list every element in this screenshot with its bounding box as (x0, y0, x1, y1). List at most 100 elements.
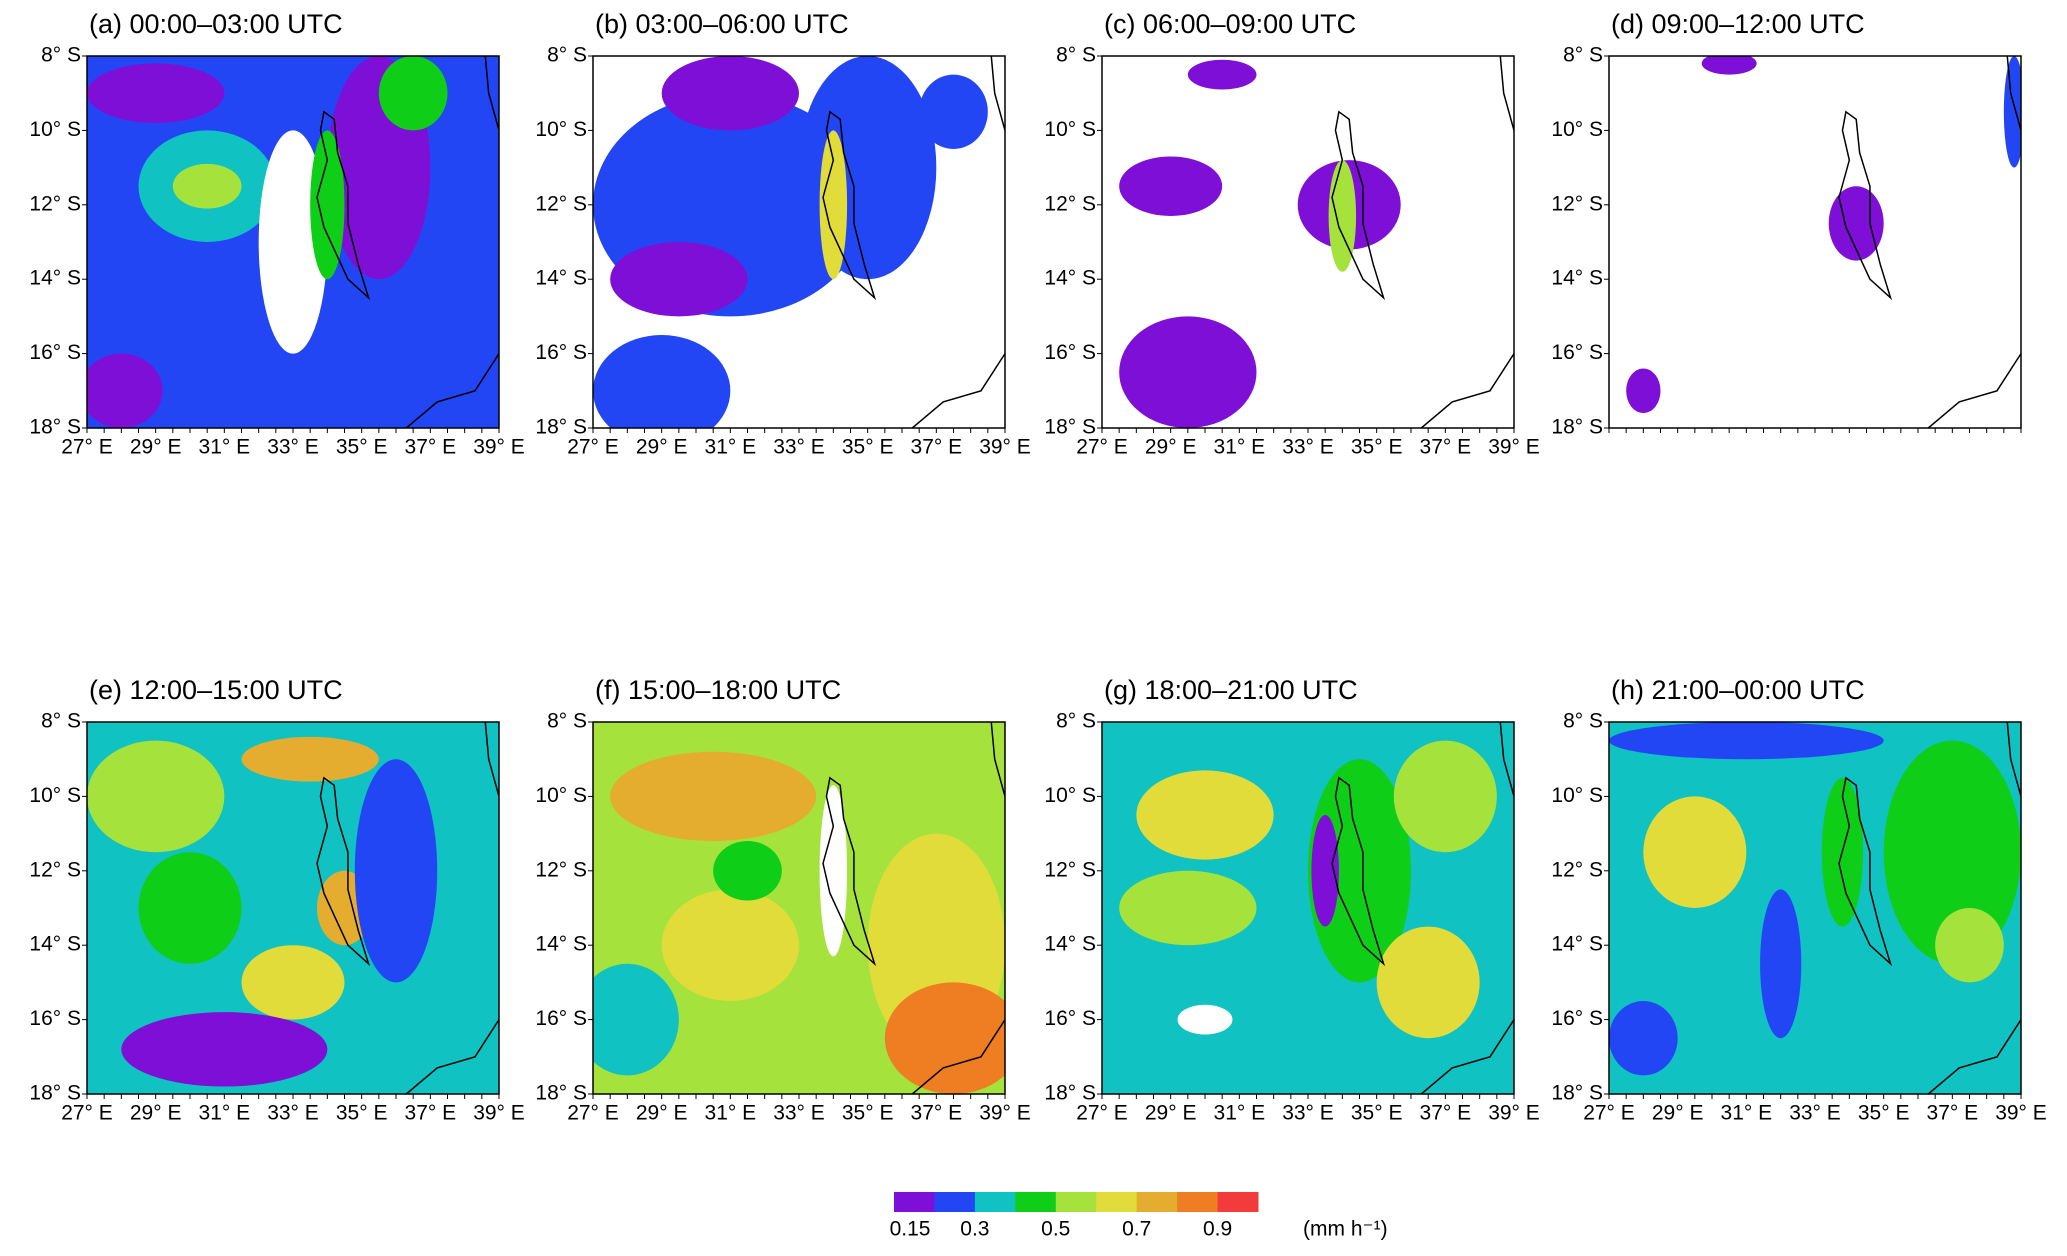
x-tick-label: 37° E (405, 436, 457, 459)
y-tick-label: 8° S (547, 44, 587, 67)
x-tick-label: 37° E (405, 1102, 457, 1125)
colorbar-swatch (1015, 1192, 1057, 1212)
rain-field (713, 841, 782, 901)
colorbar-swatch (974, 1192, 1016, 1212)
colorbar-unit: (mm h⁻¹) (1303, 1218, 1388, 1241)
x-tick-label: 33° E (1282, 436, 1334, 459)
rain-field (1393, 740, 1497, 853)
rain-field (1177, 1004, 1233, 1035)
rain-field (661, 56, 799, 131)
rain-field (1643, 796, 1747, 908)
colorbar-swatch (1096, 1192, 1138, 1212)
y-tick-label: 12° S (535, 858, 587, 881)
panel-title: (g) 18:00–21:00 UTC (1104, 675, 1358, 705)
y-tick-label: 14° S (535, 267, 587, 290)
x-tick-label: 31° E (705, 436, 757, 459)
rain-field (819, 785, 848, 957)
rain-field (1119, 156, 1223, 216)
rain-field (354, 759, 438, 983)
x-tick-label: 37° E (1420, 1102, 1472, 1125)
coastline (990, 722, 1005, 797)
y-tick-label: 8° S (41, 710, 81, 733)
x-tick-label: 27° E (567, 1102, 619, 1125)
y-tick-label: 10° S (535, 118, 587, 141)
x-tick-label: 39° E (1995, 1102, 2047, 1125)
y-tick-label: 18° S (1551, 1082, 1603, 1105)
rain-field (87, 740, 225, 853)
y-tick-label: 10° S (29, 118, 81, 141)
lake-outline (1838, 776, 1893, 967)
y-tick-label: 14° S (535, 933, 587, 956)
y-tick-label: 12° S (1044, 192, 1096, 215)
y-tick-label: 14° S (1551, 933, 1603, 956)
y-tick-label: 12° S (1551, 858, 1603, 881)
coastline (405, 1019, 499, 1094)
y-tick-label: 16° S (535, 1007, 587, 1030)
rain-field (593, 335, 731, 428)
rain-field (799, 56, 937, 280)
rain-field (610, 751, 817, 842)
y-tick-label: 12° S (1551, 192, 1603, 215)
coastline (2006, 722, 2021, 797)
y-tick-label: 18° S (1044, 416, 1096, 439)
y-tick-label: 8° S (1563, 44, 1603, 67)
y-tick-label: 18° S (29, 416, 81, 439)
x-tick-label: 29° E (130, 1102, 182, 1125)
x-tick-label: 39° E (979, 436, 1031, 459)
rain-field (919, 74, 988, 149)
y-tick-label: 18° S (535, 1082, 587, 1105)
y-tick-label: 12° S (535, 192, 587, 215)
rain-field (1119, 870, 1257, 946)
x-tick-label: 39° E (979, 1102, 1031, 1125)
x-tick-label: 31° E (199, 1102, 251, 1125)
x-tick-label: 27° E (567, 436, 619, 459)
x-tick-label: 31° E (705, 1102, 757, 1125)
rain-field (1119, 316, 1257, 428)
colorbar-label: 0.9 (1203, 1218, 1232, 1241)
y-tick-label: 14° S (1551, 267, 1603, 290)
rain-field (1701, 56, 1757, 75)
y-tick-label: 8° S (1563, 710, 1603, 733)
x-tick-label: 39° E (1488, 436, 1540, 459)
y-tick-label: 18° S (535, 416, 587, 439)
rain-field (241, 945, 345, 1020)
coastline (911, 1019, 1005, 1094)
lake-outline (1838, 110, 1893, 301)
colorbar-swatch (1217, 1192, 1259, 1212)
y-tick-label: 16° S (1551, 1007, 1603, 1030)
y-tick-label: 10° S (1044, 118, 1096, 141)
rain-field (241, 736, 379, 782)
coastline (484, 56, 499, 131)
map-panel (87, 56, 499, 428)
x-tick-label: 35° E (842, 436, 894, 459)
map-panel (593, 56, 1005, 428)
rain-field (87, 63, 225, 123)
rain-field (258, 130, 328, 354)
x-tick-label: 29° E (130, 436, 182, 459)
rain-field (172, 163, 242, 209)
map-panel (1609, 56, 2021, 428)
y-tick-label: 8° S (1056, 710, 1096, 733)
x-tick-label: 27° E (61, 1102, 113, 1125)
x-tick-label: 33° E (773, 1102, 825, 1125)
rain-field (1311, 815, 1339, 927)
rain-field (1883, 740, 2021, 964)
x-tick-label: 35° E (336, 436, 388, 459)
map-panel (1609, 722, 2021, 1094)
x-tick-label: 35° E (842, 1102, 894, 1125)
rain-field (1935, 908, 2004, 983)
y-tick-label: 16° S (29, 341, 81, 364)
x-tick-label: 37° E (1420, 436, 1472, 459)
colorbar-label: 0.15 (890, 1218, 931, 1241)
x-tick-label: 29° E (1652, 1102, 1704, 1125)
colorbar-swatch (1177, 1192, 1219, 1212)
y-tick-label: 14° S (29, 267, 81, 290)
map-panel (1102, 56, 1514, 428)
colorbar-swatch (894, 1192, 935, 1212)
x-tick-label: 31° E (1214, 1102, 1266, 1125)
y-tick-label: 14° S (1044, 267, 1096, 290)
x-tick-label: 37° E (911, 1102, 963, 1125)
lake-outline (822, 110, 877, 301)
x-tick-label: 35° E (1351, 436, 1403, 459)
x-tick-label: 33° E (267, 436, 319, 459)
